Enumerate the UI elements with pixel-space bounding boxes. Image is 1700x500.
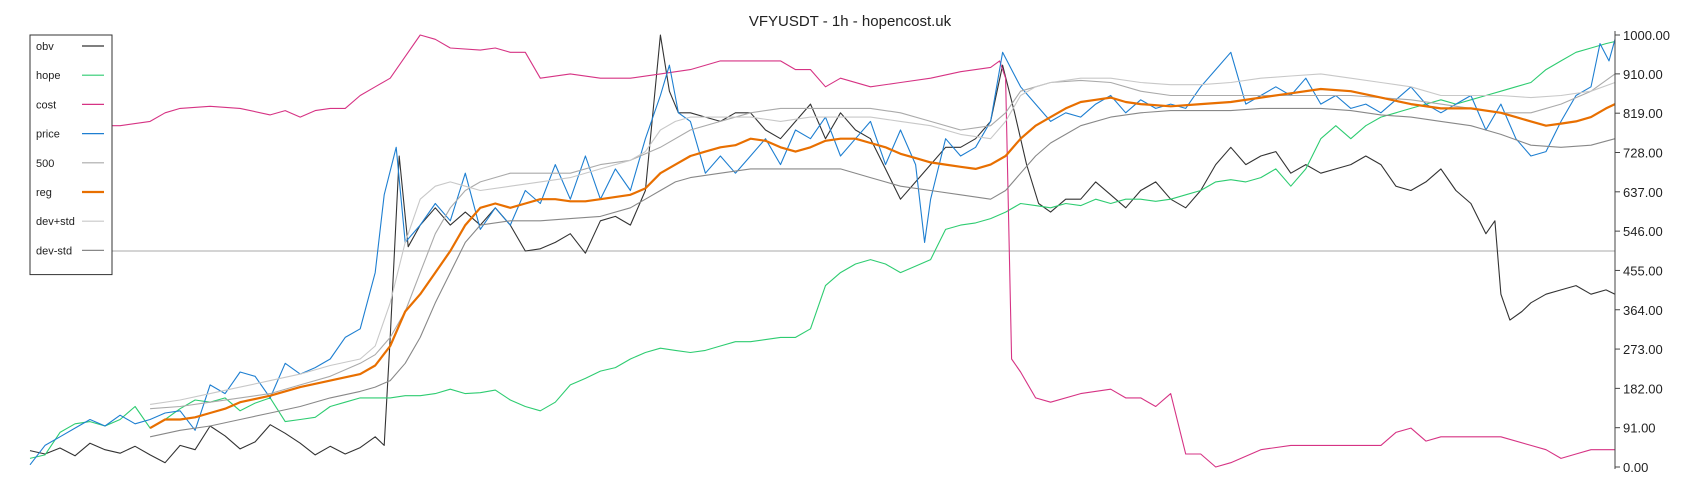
series-line-dev-std <box>149 107 1616 438</box>
y-tick-label: 1000.00 <box>1623 28 1670 43</box>
series-line-cost <box>29 34 1615 468</box>
y-tick-label: 637.00 <box>1623 185 1663 200</box>
legend-label: price <box>36 129 60 141</box>
series-line-price <box>29 39 1616 466</box>
y-tick-label: 91.00 <box>1623 421 1656 436</box>
legend-label: hope <box>36 70 60 82</box>
series-layer <box>29 34 1616 468</box>
legend-label: 500 <box>36 158 54 170</box>
series-line-500 <box>150 73 1616 410</box>
legend: obv hope cost price 500 reg dev+std dev-std <box>29 34 113 276</box>
series-line-obv <box>29 34 1616 464</box>
y-tick-label: 819.00 <box>1623 106 1663 121</box>
y-tick-label: 455.00 <box>1623 263 1663 278</box>
legend-label: dev+std <box>36 216 75 228</box>
series-line-dev-std <box>150 73 1616 405</box>
y-tick-label: 546.00 <box>1623 224 1663 239</box>
legend-label: reg <box>36 187 52 199</box>
series-line-reg <box>149 87 1616 430</box>
y-tick-label: 273.00 <box>1623 342 1663 357</box>
y-tick-label: 728.00 <box>1623 146 1663 161</box>
chart-title: VFYUSDT - 1h - hopencost.uk <box>749 13 952 30</box>
legend-label: dev-std <box>36 245 72 257</box>
series-line-hope <box>29 40 1616 459</box>
legend-label: cost <box>36 99 56 111</box>
y-tick-label: 182.00 <box>1623 381 1663 396</box>
y-axis: 0.00 91.00 182.00 273.00 364.00 455.00 546.00 6… <box>1614 28 1670 475</box>
y-tick-label: 364.00 <box>1623 303 1663 318</box>
y-tick-label: 0.00 <box>1623 460 1648 475</box>
legend-label: obv <box>36 41 54 53</box>
y-tick-label: 910.00 <box>1623 67 1663 82</box>
